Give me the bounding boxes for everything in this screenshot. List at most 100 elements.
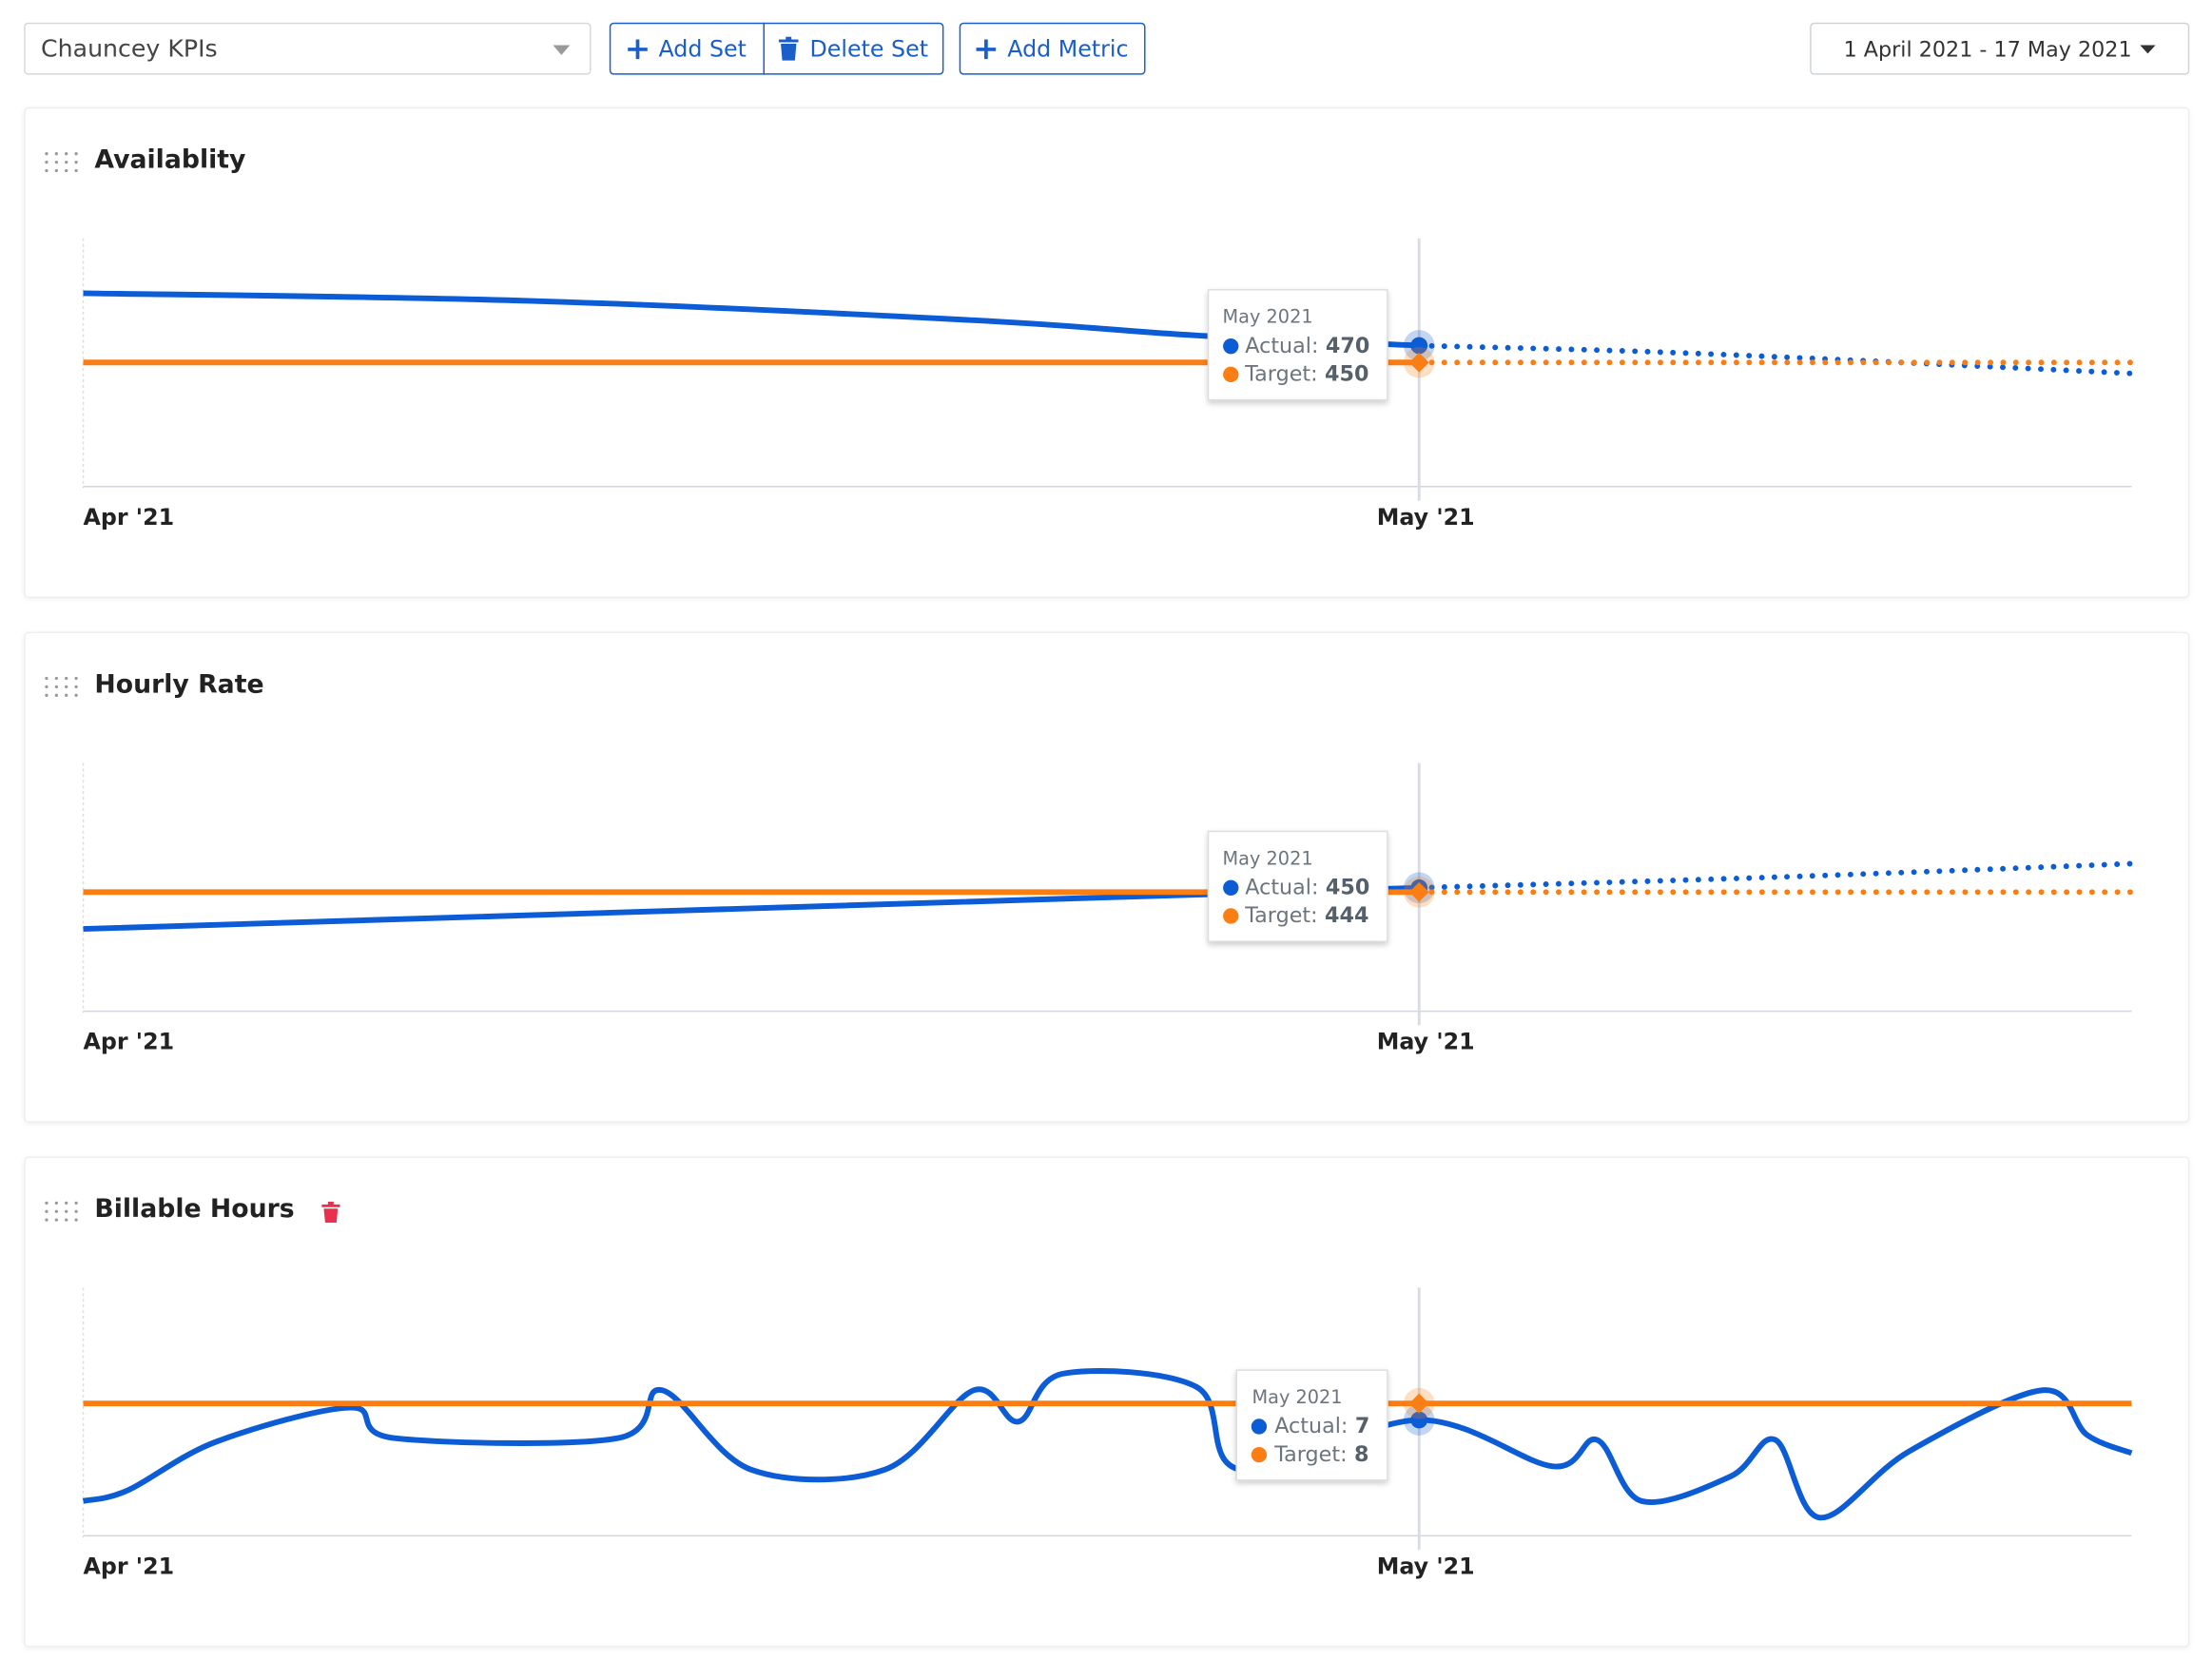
chart-panel: Hourly Rate Apr '21 May '21 May 2021 Actual:… (24, 631, 2190, 1123)
tooltip-dot (1252, 1418, 1268, 1434)
add-set-button[interactable]: Add Set (609, 22, 766, 75)
tooltip-row: Actual: 470 (1222, 332, 1369, 360)
tooltip-title: May 2021 (1222, 307, 1313, 329)
delete-set-button[interactable]: Delete Set (763, 22, 944, 75)
plus-icon (976, 38, 997, 59)
handle-dot (45, 693, 49, 697)
handle-dot (45, 152, 49, 156)
handle-dot (45, 168, 49, 173)
tooltip: May 2021 Actual: 470 Target: 450 (1207, 289, 1388, 401)
tooltip: May 2021 Actual: 450 Target: 444 (1207, 830, 1388, 942)
tooltip-value: 7 (1354, 1413, 1370, 1439)
tooltip-value: 8 (1353, 1441, 1369, 1467)
series-line-dotted (1416, 342, 2135, 376)
tooltip-title: May 2021 (1252, 1387, 1343, 1409)
button-text: Add Metric (1007, 35, 1129, 63)
chart-panel: Availablity Apr '21 May '21 May 2021 Actual:… (24, 106, 2190, 598)
tooltip-label: Actual: (1245, 333, 1319, 358)
handle-dot (74, 1201, 78, 1205)
tooltip-row: Target: 450 (1222, 359, 1370, 388)
handle-dot (45, 1218, 49, 1222)
hover-point (1408, 1393, 1429, 1414)
handle-dot (74, 1209, 78, 1213)
chart: Apr '21 May '21 (82, 762, 2135, 1055)
handle-dot (74, 160, 78, 164)
date-range-picker[interactable]: 1 April 2021 - 17 May 2021 (1810, 22, 2190, 75)
x-tick-label: May '21 (1377, 1553, 1475, 1579)
tooltip-value: 450 (1325, 874, 1370, 900)
x-tick-label: Apr '21 (84, 1029, 175, 1055)
add-metric-button[interactable]: Add Metric (959, 22, 1146, 75)
handle-dot (45, 676, 49, 681)
drag-handle (45, 676, 78, 697)
handle-dot (54, 676, 58, 681)
handle-dot (74, 1218, 78, 1222)
tooltip-label: Target: (1245, 902, 1318, 929)
date-range-text: 1 April 2021 - 17 May 2021 (1843, 35, 2132, 62)
handle-dot (74, 693, 78, 697)
tooltip-value: 450 (1325, 360, 1369, 387)
tooltip-row: Actual: 7 (1252, 1412, 1369, 1440)
handle-dot (65, 168, 68, 173)
tooltip-dot (1222, 907, 1238, 923)
tooltip-label: Target: (1245, 360, 1318, 387)
handle-dot (54, 1218, 58, 1222)
handle-dot (65, 685, 68, 689)
handle-dot (45, 685, 49, 689)
handle-dot (65, 152, 68, 156)
chart: Apr '21 May '21 (82, 238, 2135, 531)
handle-dot (65, 160, 68, 164)
hover-point (1410, 1411, 1428, 1429)
tooltip-row: Actual: 450 (1222, 873, 1370, 901)
x-tick-label: Apr '21 (84, 504, 175, 531)
chart-title: Billable Hours (94, 1194, 295, 1225)
handle-dot (74, 168, 78, 173)
hover-point (1410, 337, 1428, 355)
delete-metric-icon[interactable] (321, 1201, 340, 1224)
tooltip-value: 444 (1325, 902, 1369, 929)
tooltip-dot (1252, 1446, 1268, 1462)
tooltip-label: Target: (1274, 1441, 1348, 1467)
tooltip: May 2021 Actual: 7 Target: 8 (1236, 1369, 1388, 1481)
chart-title: Availablity (94, 145, 246, 175)
handle-dot (65, 1201, 68, 1205)
set-select[interactable]: Chauncey KPIs (24, 22, 592, 75)
handle-dot (65, 676, 68, 681)
drag-handle (45, 152, 78, 173)
tooltip-label: Actual: (1245, 874, 1319, 900)
x-tick-label: May '21 (1377, 1029, 1475, 1055)
x-tick-label: May '21 (1377, 504, 1475, 531)
drag-handle (45, 1201, 78, 1222)
handle-dot (65, 693, 68, 697)
tooltip-dot (1222, 878, 1238, 896)
handle-dot (54, 160, 58, 164)
chart: Apr '21 May '21 (82, 1287, 2133, 1579)
tooltip-dot (1222, 365, 1238, 382)
button-text: Delete Set (809, 35, 929, 63)
handle-dot (54, 693, 58, 697)
tooltip-dot (1222, 338, 1238, 354)
handle-dot (45, 1201, 49, 1205)
chart-panel: Billable Hours Apr '21 May '21 May 2021 Actu… (24, 1156, 2190, 1648)
tooltip-row: Target: 444 (1222, 901, 1370, 930)
handle-dot (45, 1209, 49, 1213)
handle-dot (74, 676, 78, 681)
set-select-text: Chauncey KPIs (41, 35, 218, 64)
chart-title: Hourly Rate (94, 669, 264, 700)
trash-shape (321, 1201, 340, 1224)
tooltip-row: Target: 8 (1252, 1440, 1369, 1469)
tooltip-label: Actual: (1274, 1413, 1349, 1439)
button-text: Add Set (658, 35, 747, 63)
handle-dot (54, 1209, 58, 1213)
handle-dot (54, 152, 58, 156)
series-line-solid (82, 1368, 2133, 1521)
handle-dot (65, 1218, 68, 1222)
handle-dot (54, 1201, 58, 1205)
handle-dot (54, 168, 58, 173)
handle-dot (74, 685, 78, 689)
trash-icon (778, 36, 799, 61)
series-line-dotted (1416, 860, 2135, 891)
x-tick-label: Apr '21 (84, 1553, 175, 1579)
